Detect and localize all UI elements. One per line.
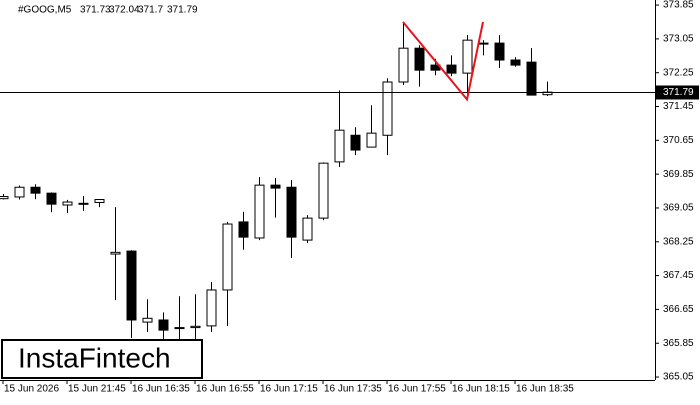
x-tick-label: 16 Jun 17:55 <box>388 384 446 395</box>
candle-body <box>286 186 297 238</box>
y-tick-label: 373.85 <box>663 0 694 11</box>
candle-body <box>46 192 57 205</box>
candle-body <box>174 327 185 330</box>
y-tick-label: 373.05 <box>663 34 694 45</box>
x-tick-label: 16 Jun 16:55 <box>196 384 254 395</box>
x-tick-label: 16 Jun 16:35 <box>132 384 190 395</box>
candle-body <box>334 129 345 163</box>
header-high: 372.04 <box>109 5 140 16</box>
y-tick-label: 371.45 <box>663 101 694 112</box>
y-tick-label: 369.85 <box>663 169 694 180</box>
candle-body <box>398 47 409 83</box>
y-tick-label: 367.45 <box>663 270 694 281</box>
candle-body <box>126 250 137 321</box>
current-price-box <box>655 85 699 100</box>
candle-body <box>382 81 393 136</box>
y-tick-label: 365.05 <box>663 372 694 383</box>
candle-body <box>254 184 265 239</box>
candle-body <box>14 186 25 198</box>
header-low: 371.7 <box>138 5 163 16</box>
candle-body <box>494 42 505 61</box>
y-tick-label: 368.25 <box>663 236 694 247</box>
plot-area <box>0 21 655 342</box>
x-tick-label: 15 Jun 21:45 <box>68 384 126 395</box>
x-tick-label: 16 Jun 17:15 <box>260 384 318 395</box>
candle-body <box>302 217 313 241</box>
x-tick-label: 16 Jun 18:35 <box>516 384 574 395</box>
candle-body <box>478 42 489 45</box>
candle-body <box>62 201 73 206</box>
y-tick-label: 372.25 <box>663 67 694 78</box>
y-tick-label: 369.05 <box>663 203 694 214</box>
y-tick-label: 365.85 <box>663 338 694 349</box>
candle-body <box>350 134 361 151</box>
y-tick-label: 370.65 <box>663 135 694 146</box>
x-tick-label: 16 Jun 18:15 <box>452 384 510 395</box>
candle-body <box>366 132 377 148</box>
candle-body <box>510 59 521 66</box>
x-tick-label: 15 Jun 2026 <box>4 384 59 395</box>
candle-body <box>110 251 121 255</box>
symbol-title: #GOOG,M5 <box>18 5 72 16</box>
candle-body <box>526 61 537 96</box>
header-close: 371.79 <box>167 5 198 16</box>
candle-body <box>462 39 473 74</box>
candle-body <box>94 199 105 203</box>
candle-body <box>446 64 457 74</box>
candle-body <box>158 319 169 331</box>
candle-body <box>30 186 41 194</box>
candle-body <box>318 162 329 219</box>
logo-text: InstaFintech <box>18 342 171 373</box>
candle-body <box>222 223 233 291</box>
candle-body <box>414 47 425 71</box>
pattern-line <box>402 21 484 102</box>
candle-body <box>206 289 217 327</box>
candle-body <box>0 196 9 200</box>
current-price-label: 371.79 <box>663 87 694 98</box>
y-tick-label: 366.65 <box>663 304 694 315</box>
x-tick-label: 16 Jun 17:35 <box>324 384 382 395</box>
header-open: 371.73 <box>80 5 111 16</box>
logo-box <box>1 339 203 379</box>
candle-body <box>190 325 201 329</box>
candle-body <box>78 202 89 205</box>
candle-body <box>142 317 153 323</box>
candle-body <box>238 221 249 238</box>
candle-body <box>270 184 281 189</box>
